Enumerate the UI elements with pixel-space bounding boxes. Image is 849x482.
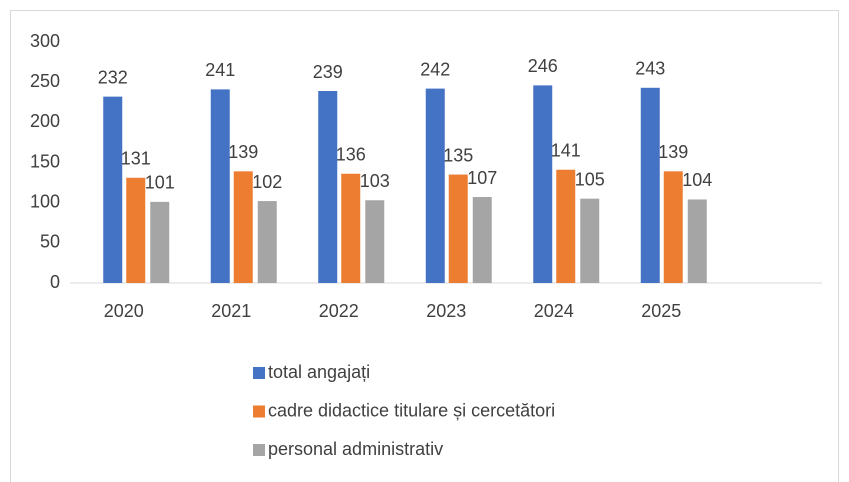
bar <box>472 197 492 283</box>
legend-label: personal administrativ <box>268 439 443 459</box>
bar <box>103 96 123 283</box>
data-label: 105 <box>575 169 605 189</box>
x-tick-label: 2021 <box>211 301 251 321</box>
bar <box>556 169 576 283</box>
data-label: 246 <box>528 56 558 76</box>
legend-label: total angajați <box>268 362 370 382</box>
bar <box>365 200 385 283</box>
data-label: 107 <box>467 168 497 188</box>
bar <box>687 199 707 283</box>
bar <box>126 177 146 283</box>
data-label: 102 <box>252 172 282 192</box>
bar <box>640 87 660 283</box>
data-label: 243 <box>635 59 665 79</box>
data-label: 232 <box>98 67 128 87</box>
data-label: 141 <box>551 140 581 160</box>
bar <box>663 171 683 283</box>
legend-swatch <box>253 367 265 379</box>
data-label: 239 <box>313 62 343 82</box>
bar <box>580 198 600 283</box>
y-tick-label: 200 <box>30 111 60 131</box>
data-label: 104 <box>682 170 712 190</box>
bar <box>233 171 253 283</box>
x-tick-label: 2022 <box>319 301 359 321</box>
bar <box>425 88 445 284</box>
data-label: 131 <box>121 149 151 169</box>
legend-label: cadre didactice titulare și cercetători <box>268 400 555 420</box>
data-label: 135 <box>443 145 473 165</box>
data-label: 242 <box>420 59 450 79</box>
data-label: 139 <box>228 142 258 162</box>
y-tick-label: 100 <box>30 191 60 211</box>
bar <box>341 173 361 283</box>
bar <box>448 174 468 283</box>
x-tick-label: 2023 <box>426 301 466 321</box>
data-label: 241 <box>205 60 235 80</box>
data-label: 136 <box>336 144 366 164</box>
bar <box>210 89 230 283</box>
y-tick-label: 250 <box>30 71 60 91</box>
y-tick-label: 150 <box>30 151 60 171</box>
y-tick-label: 0 <box>50 272 60 292</box>
y-tick-label: 300 <box>30 31 60 51</box>
chart-border <box>10 10 839 482</box>
bar <box>150 201 170 283</box>
bar <box>318 91 338 284</box>
bar <box>257 201 277 283</box>
legend-swatch <box>253 405 265 418</box>
bar <box>533 85 553 283</box>
x-tick-label: 2020 <box>104 301 144 321</box>
data-label: 103 <box>360 171 390 191</box>
x-tick-label: 2024 <box>534 301 574 321</box>
legend-swatch <box>253 444 265 456</box>
y-tick-label: 50 <box>40 232 60 252</box>
data-label: 139 <box>658 142 688 162</box>
x-tick-label: 2025 <box>641 301 681 321</box>
data-label: 101 <box>145 173 175 193</box>
